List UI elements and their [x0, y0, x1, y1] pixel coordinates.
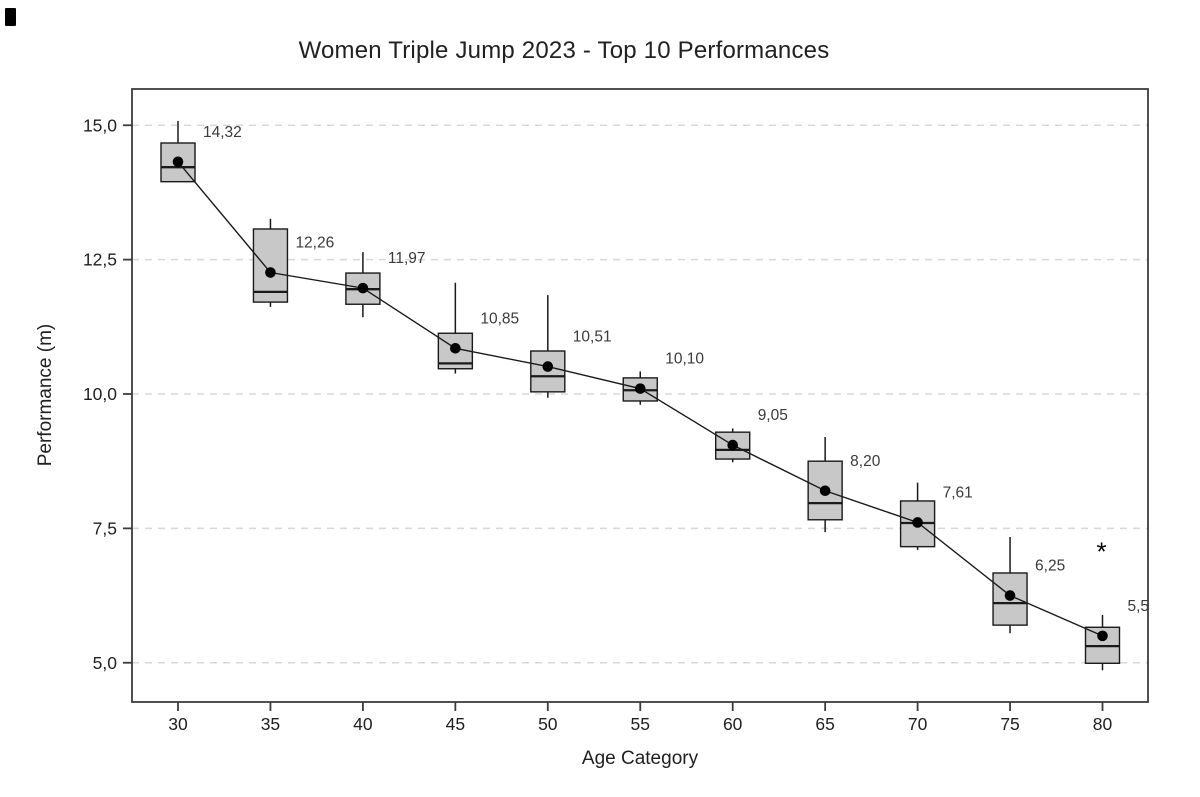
outlier-asterisk: * [1096, 536, 1106, 566]
x-axis-title: Age Category [581, 748, 699, 769]
x-tick-label: 75 [1000, 714, 1019, 734]
mean-value-label: 14,32 [203, 124, 242, 141]
y-tick-label: 7,5 [93, 518, 117, 538]
x-tick-label: 70 [908, 714, 928, 734]
mean-value-label: 7,61 [943, 484, 973, 501]
mean-value-label: 11,97 [388, 250, 426, 267]
x-tick-label: 35 [261, 714, 280, 734]
x-tick-label: 50 [538, 714, 558, 734]
mean-point [450, 343, 461, 354]
y-tick-label: 12,5 [83, 250, 117, 270]
mean-point [357, 282, 369, 294]
mean-point [912, 517, 923, 528]
chart-title: Women Triple Jump 2023 - Top 10 Performa… [298, 37, 830, 64]
x-tick-label: 80 [1093, 714, 1113, 734]
x-tick-label: 40 [353, 714, 373, 734]
mean-point [727, 439, 738, 451]
mean-point [172, 156, 184, 168]
mean-value-label: 9,05 [758, 407, 788, 424]
x-tick-label: 55 [631, 714, 650, 734]
mean-value-label: 6,25 [1035, 558, 1065, 575]
y-tick-label: 10,0 [83, 384, 117, 404]
mean-point [819, 485, 831, 497]
y-tick-label: 5,0 [93, 653, 118, 673]
y-tick-label: 15,0 [83, 115, 117, 135]
mean-value-label: 10,10 [665, 351, 704, 368]
mean-point [265, 267, 276, 278]
mean-point [1004, 590, 1016, 601]
mean-value-label: 10,51 [573, 329, 612, 346]
mean-point [1097, 630, 1108, 642]
plot-border [131, 88, 1149, 703]
corner-artifact-mark [5, 8, 16, 26]
mean-value-label: 10,85 [480, 310, 519, 327]
x-tick-label: 45 [446, 714, 465, 734]
mean-point [542, 361, 554, 372]
mean-value-label: 12,26 [295, 235, 334, 252]
x-tick-label: 30 [168, 714, 188, 734]
mean-point [634, 383, 646, 394]
mean-value-label: 5,5 [1128, 598, 1150, 615]
mean-value-label: 8,20 [850, 453, 881, 470]
box [252, 228, 289, 303]
x-tick-label: 65 [815, 714, 834, 734]
x-tick-label: 60 [723, 714, 743, 734]
